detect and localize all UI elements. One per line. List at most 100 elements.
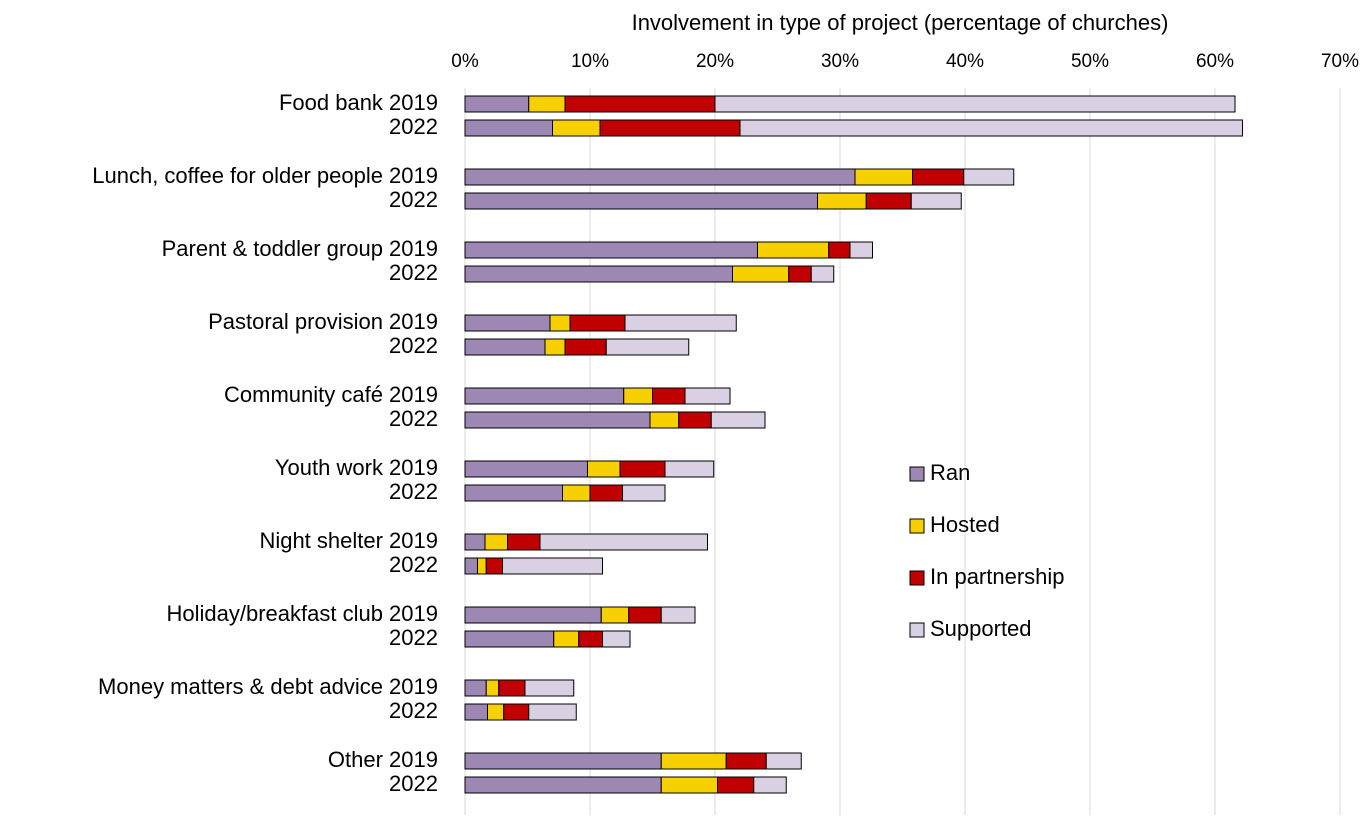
legend-label: Ran [930, 460, 970, 485]
bar-segment [464, 703, 488, 721]
bar-segment [664, 460, 715, 478]
bar-segment [817, 192, 867, 210]
bar-segment [710, 411, 766, 429]
y-tick-label: 2022 [389, 771, 438, 796]
bar-segment [714, 95, 1236, 113]
bar-segment [477, 557, 487, 575]
bar-segment [464, 679, 487, 697]
bar-segment [464, 533, 486, 551]
bar-segment [464, 776, 662, 794]
axis-title: Involvement in type of project (percenta… [632, 10, 1169, 35]
bar-segment [503, 703, 530, 721]
bar-segment [678, 411, 712, 429]
bar-segment [732, 265, 790, 283]
bar-segment [854, 168, 913, 186]
bar-segment [464, 338, 546, 356]
bar-segment [464, 484, 563, 502]
bar-segment [660, 776, 718, 794]
bar-segment [739, 119, 1243, 137]
y-tick-label: Holiday/breakfast club 2019 [167, 601, 439, 626]
y-tick-label: 2022 [389, 698, 438, 723]
y-tick-label: 2022 [389, 625, 438, 650]
x-tick-label: 20% [696, 51, 734, 72]
bar-segment [502, 557, 603, 575]
bar-segment [464, 314, 551, 332]
legend-label: Hosted [930, 512, 1000, 537]
bar-segment [589, 484, 623, 502]
bar-segment [564, 338, 607, 356]
y-tick-label: Food bank 2019 [279, 90, 438, 115]
bar-segment [464, 192, 818, 210]
bar-segment [539, 533, 708, 551]
legend-swatch [909, 518, 925, 534]
y-tick-label: 2022 [389, 187, 438, 212]
bar-segment [810, 265, 835, 283]
x-tick-label: 40% [946, 51, 984, 72]
bar-segment [485, 557, 503, 575]
bar-segment [487, 703, 505, 721]
bar-segment [624, 314, 737, 332]
bar-segment [717, 776, 755, 794]
bar-segment [524, 679, 575, 697]
y-tick-label: Pastoral provision 2019 [208, 309, 438, 334]
y-tick-label: 2022 [389, 114, 438, 139]
y-tick-label: Lunch, coffee for older people 2019 [92, 163, 438, 188]
bar-segment [757, 241, 830, 259]
bar-segment [464, 241, 758, 259]
y-tick-label: 2022 [389, 333, 438, 358]
bar-segment [464, 411, 651, 429]
bar-segment [569, 314, 626, 332]
bar-segment [963, 168, 1015, 186]
bar-segment [544, 338, 566, 356]
legend-swatch [909, 622, 925, 638]
bar-segment [765, 752, 802, 770]
bar-segment [660, 752, 727, 770]
bar-segment [649, 411, 680, 429]
legend-label: In partnership [930, 564, 1065, 589]
bar-segment [464, 460, 588, 478]
bar-segment [553, 630, 580, 648]
bar-segment [619, 460, 666, 478]
bar-segment [528, 95, 566, 113]
x-tick-label: 70% [1321, 51, 1359, 72]
x-tick-label: 0% [451, 51, 479, 72]
bar-segment [485, 679, 500, 697]
y-tick-label: Other 2019 [328, 747, 438, 772]
bar-segment [652, 387, 686, 405]
y-tick-label: Youth work 2019 [275, 455, 438, 480]
bar-segment [788, 265, 812, 283]
bar-segment [599, 119, 741, 137]
bar-segment [828, 241, 851, 259]
bar-segment [549, 314, 571, 332]
bar-segment [578, 630, 603, 648]
bar-segment [623, 387, 653, 405]
bar-segment [464, 265, 733, 283]
bar-segment [552, 119, 601, 137]
bar-segment [684, 387, 731, 405]
bar-segment [725, 752, 767, 770]
bar-segment [628, 606, 662, 624]
x-tick-label: 10% [571, 51, 609, 72]
bar-segment [600, 606, 630, 624]
x-tick-label: 30% [821, 51, 859, 72]
bar-segment [605, 338, 690, 356]
x-tick-label: 60% [1196, 51, 1234, 72]
bar-segment [910, 192, 962, 210]
bar-segment [865, 192, 912, 210]
bar-segment [464, 557, 478, 575]
y-tick-label: 2022 [389, 552, 438, 577]
bar-segment [660, 606, 696, 624]
legend-label: Supported [930, 616, 1032, 641]
y-tick-label: Night shelter 2019 [259, 528, 438, 553]
y-tick-label: Money matters & debt advice 2019 [98, 674, 438, 699]
bar-segment [464, 168, 856, 186]
y-tick-label: 2022 [389, 479, 438, 504]
bar-segment [464, 752, 662, 770]
bar-segment [753, 776, 787, 794]
legend-swatch [909, 570, 925, 586]
bar-segment [464, 95, 530, 113]
bar-segment [622, 484, 666, 502]
bar-segment [464, 630, 555, 648]
y-tick-label: Community café 2019 [224, 382, 438, 407]
bar-segment [484, 533, 508, 551]
